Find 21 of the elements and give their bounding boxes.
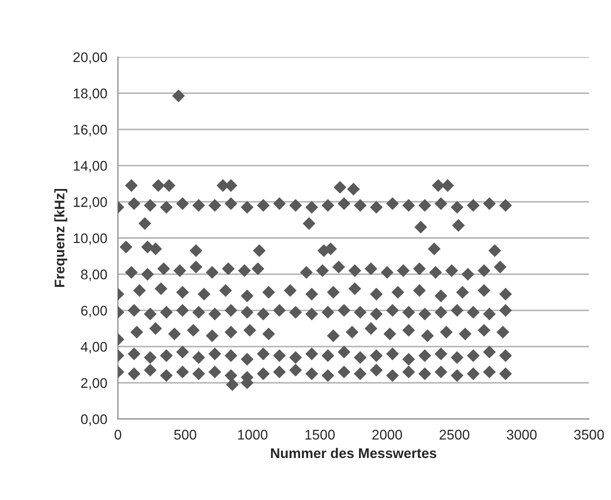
y-tick-label: 0,00 [81, 414, 107, 426]
y-tick-label: 14,00 [74, 160, 107, 172]
y-tick-label: 18,00 [74, 88, 107, 100]
y-tick-label: 12,00 [74, 197, 107, 209]
x-axis-title: Nummer des Messwertes [271, 448, 436, 458]
x-tick-label: 1500 [305, 430, 335, 440]
y-tick-label: 6,00 [81, 306, 107, 318]
y-tick-label: 16,00 [74, 124, 107, 136]
x-tick-label: 3000 [506, 430, 537, 440]
x-tick-label: 0 [114, 430, 122, 440]
y-tick-label: 2,00 [81, 378, 107, 390]
x-tick-label: 1000 [238, 430, 268, 440]
x-tick-label: 2000 [372, 430, 402, 440]
y-tick-label: 10,00 [74, 233, 107, 245]
y-axis-title: Frequenz [kHz] [54, 189, 68, 287]
y-tick-label: 4,00 [80, 342, 107, 354]
x-tick-label: 3500 [574, 430, 604, 440]
y-tick-label: 8,00 [81, 270, 107, 282]
x-tick-label: 500 [174, 430, 196, 440]
y-tick-label: 20,00 [73, 52, 107, 64]
x-tick-label: 2500 [440, 430, 470, 440]
